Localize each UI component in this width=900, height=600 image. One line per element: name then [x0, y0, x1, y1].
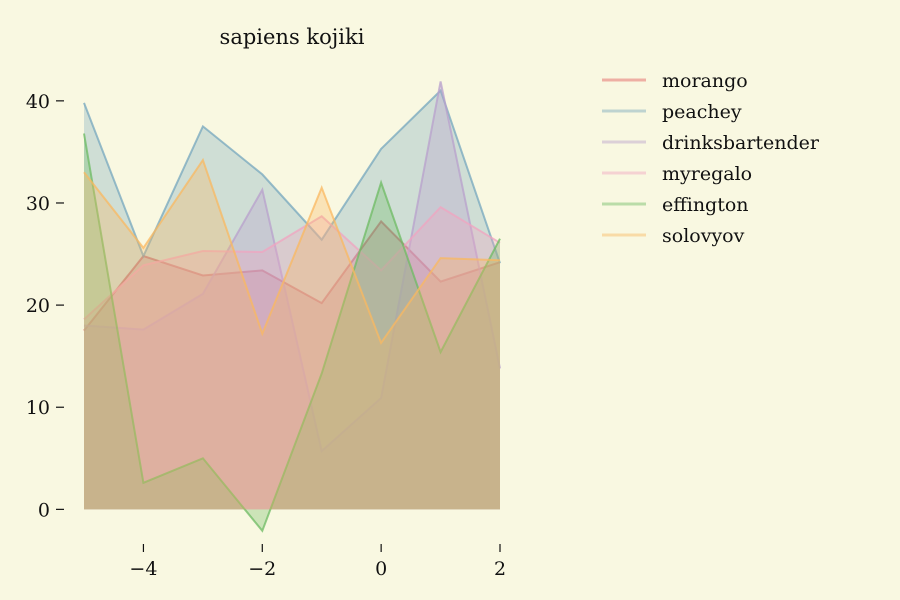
- legend-label: solovyov: [662, 225, 745, 247]
- area-fill-myregalo: [84, 207, 500, 510]
- y-tick-label: 30: [26, 193, 50, 215]
- legend-item-peachey: peachey: [602, 101, 742, 123]
- legend-item-solovyov: solovyov: [602, 225, 745, 247]
- plot-area: [83, 81, 501, 533]
- legend-item-drinksbartender: drinksbartender: [602, 132, 820, 154]
- x-tick-label: −4: [129, 558, 157, 580]
- series-line-effington: [83, 133, 501, 533]
- legend-label: myregalo: [662, 163, 752, 185]
- legend-label: drinksbartender: [662, 132, 820, 154]
- y-tick-label: 40: [26, 91, 50, 113]
- y-tick-label: 0: [38, 499, 50, 521]
- area-fill-effington: [84, 133, 500, 531]
- legend-item-morango: morango: [602, 70, 748, 92]
- x-tick-label: 2: [494, 558, 506, 580]
- area-fill-morango: [84, 221, 500, 510]
- area-fill-solovyov: [84, 160, 500, 510]
- x-tick-label: −2: [248, 558, 276, 580]
- axes: 0 10 20 30 40 −4 −2 0 2: [26, 91, 506, 580]
- series-line-myregalo: [83, 205, 501, 321]
- legend-label: effington: [662, 194, 749, 216]
- chart-title: sapiens kojiki: [220, 25, 365, 49]
- area-fill-drinksbartender: [84, 81, 500, 510]
- series-line-solovyov: [83, 157, 501, 346]
- legend-item-effington: effington: [602, 194, 749, 216]
- x-tick-label: 0: [375, 558, 387, 580]
- series-line-drinksbartender: [83, 81, 501, 453]
- y-tick-label: 10: [26, 397, 50, 419]
- legend-label: peachey: [662, 101, 742, 123]
- legend: morango peachey drinksbartender myregalo eff…: [602, 70, 820, 247]
- y-tick-label: 20: [26, 295, 50, 317]
- area-fill-peachey: [84, 90, 500, 510]
- legend-item-myregalo: myregalo: [602, 163, 752, 185]
- legend-label: morango: [662, 70, 748, 92]
